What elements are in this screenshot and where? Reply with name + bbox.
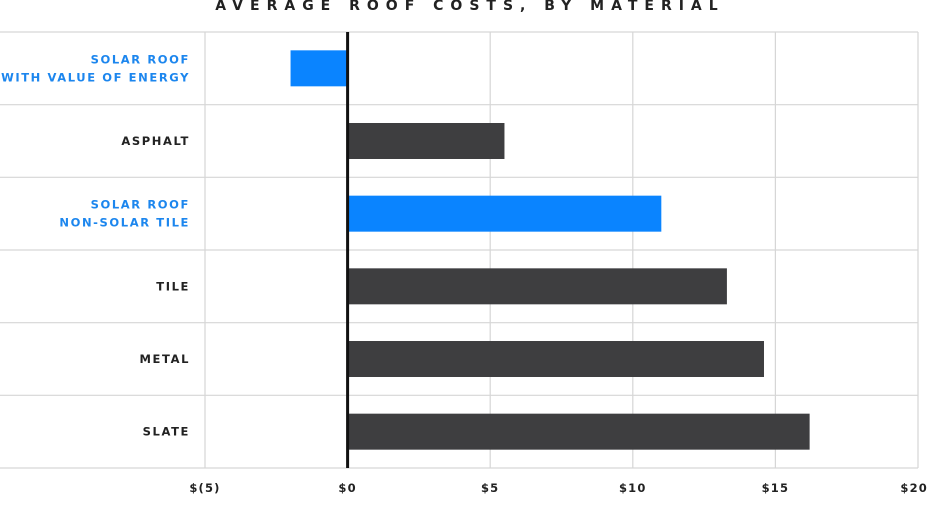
bar <box>347 123 505 159</box>
category-label: WITH VALUE OF ENERGY <box>1 70 190 84</box>
x-tick-label: $20 <box>900 481 928 495</box>
bar <box>290 50 348 87</box>
category-label: SOLAR ROOF <box>91 198 190 212</box>
x-tick-label: $(5) <box>189 481 220 495</box>
x-tick-label: $5 <box>481 481 499 495</box>
bar <box>347 268 727 305</box>
x-tick-labels: $(5) $0 $5 $10 $15 $20 <box>189 481 928 495</box>
x-tick-label: $0 <box>338 481 356 495</box>
chart-title: AVERAGE ROOF COSTS, BY MATERIAL <box>215 0 724 14</box>
category-labels: SOLAR ROOF WITH VALUE OF ENERGY ASPHALT SOL… <box>1 52 190 439</box>
category-label: TILE <box>156 279 190 293</box>
category-label: SLATE <box>143 425 190 439</box>
bar <box>347 413 810 450</box>
bars <box>290 32 810 468</box>
bar <box>347 341 764 377</box>
category-label: METAL <box>140 352 190 366</box>
category-label: NON-SOLAR TILE <box>59 216 190 230</box>
x-tick-label: $15 <box>762 481 790 495</box>
category-label: ASPHALT <box>121 134 190 148</box>
grid-lines <box>0 31 919 469</box>
x-tick-label: $10 <box>619 481 647 495</box>
bar <box>347 195 662 232</box>
category-label: SOLAR ROOF <box>91 52 190 66</box>
